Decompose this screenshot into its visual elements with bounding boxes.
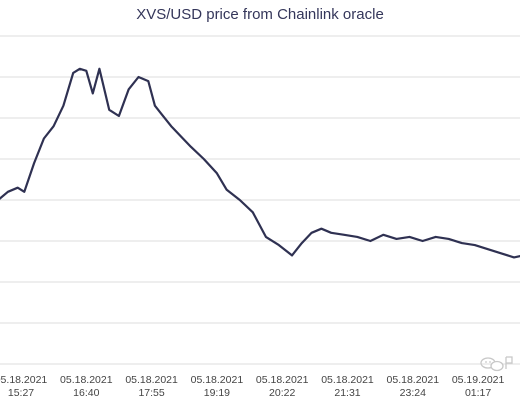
x-tick-time-label: 20:22	[269, 387, 295, 399]
x-tick-time-label: 01:17	[465, 387, 491, 399]
x-tick-time-label: 23:24	[400, 387, 426, 399]
x-tick-date-label: 05.18.2021	[387, 374, 440, 386]
watermark-logo-icon	[480, 356, 513, 372]
x-tick-date-label: 05.19.2021	[452, 374, 505, 386]
x-tick-date-label: 05.18.2021	[256, 374, 309, 386]
x-tick-time-label: 16:40	[73, 387, 99, 399]
x-tick-date-label: 05.18.2021	[60, 374, 113, 386]
x-tick-date-label: 05.18.2021	[191, 374, 244, 386]
x-tick-time-label: 17:55	[138, 387, 164, 399]
chart-title: XVS/USD price from Chainlink oracle	[136, 6, 384, 23]
x-tick-time-label: 21:31	[334, 387, 360, 399]
x-tick-time-label: 15:27	[8, 387, 34, 399]
x-axis-tick-labels: 05.18.202115:2705.18.202116:4005.18.2021…	[0, 374, 505, 399]
x-tick-date-label: 05.18.2021	[0, 374, 47, 386]
series-layer	[0, 67, 520, 259]
x-tick-date-label: 05.18.2021	[125, 374, 178, 386]
series-line-0	[0, 67, 520, 259]
x-tick-date-label: 05.18.2021	[321, 374, 374, 386]
gridlines	[0, 35, 520, 365]
x-tick-time-label: 19:19	[204, 387, 230, 399]
